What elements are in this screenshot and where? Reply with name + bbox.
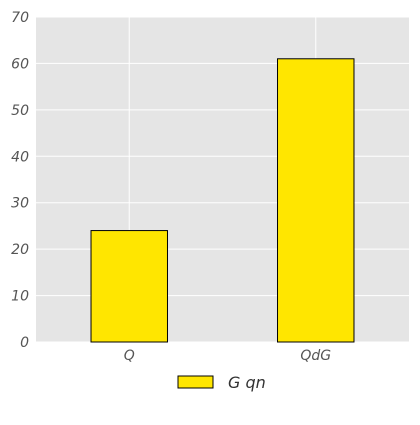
bar xyxy=(277,58,355,343)
y-tick-label: 20 xyxy=(11,242,29,258)
x-tick-label: Q xyxy=(124,348,135,364)
x-tick-label: QdG xyxy=(300,348,331,364)
y-tick-label: 10 xyxy=(11,289,29,305)
y-tick-label: 60 xyxy=(11,56,29,72)
legend: G qn xyxy=(177,373,266,392)
y-tick-label: 40 xyxy=(11,149,29,165)
y-tick-label: 0 xyxy=(20,335,29,351)
legend-label: G qn xyxy=(228,373,266,392)
y-tick-label: 70 xyxy=(11,10,29,26)
y-axis-ticks: 0 10 20 30 40 50 60 70 xyxy=(11,10,29,351)
y-tick-label: 50 xyxy=(11,103,29,119)
bars xyxy=(90,58,355,343)
legend-swatch xyxy=(177,375,214,389)
bar xyxy=(90,230,168,343)
y-tick-label: 30 xyxy=(11,196,29,212)
x-axis-ticks: Q QdG xyxy=(124,348,332,364)
